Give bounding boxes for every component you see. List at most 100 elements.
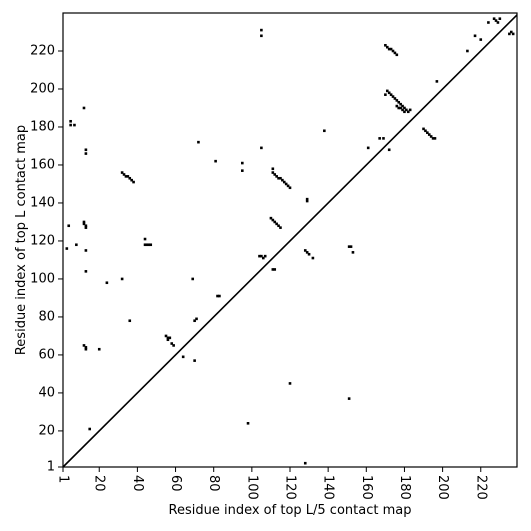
contact-point <box>311 256 315 260</box>
contact-point <box>284 182 288 186</box>
contact-point <box>509 30 513 34</box>
contact-point <box>84 270 88 273</box>
contact-point <box>385 89 389 93</box>
y-tick-label: 140 <box>30 195 55 210</box>
contact-point <box>246 422 250 425</box>
contact-point <box>378 137 381 140</box>
contact-point <box>75 243 78 247</box>
contact-point <box>261 256 265 260</box>
contact-point <box>271 218 275 222</box>
y-tick-label: 80 <box>38 309 55 324</box>
contact-point <box>260 146 263 150</box>
contact-point <box>216 294 219 298</box>
y-tick-label: 120 <box>30 233 55 248</box>
contact-point <box>429 135 433 138</box>
contact-point <box>473 34 477 38</box>
contact-point <box>431 137 435 140</box>
contact-point <box>288 186 292 190</box>
contact-point <box>395 104 399 108</box>
contact-point <box>84 347 88 351</box>
contact-point <box>433 137 437 140</box>
contact-point <box>172 344 175 347</box>
contact-point <box>405 108 408 112</box>
contact-point <box>128 319 132 323</box>
x-tick-label: 60 <box>168 475 183 492</box>
contact-point <box>120 171 124 174</box>
x-tick-label: 160 <box>359 475 374 500</box>
contact-point <box>387 91 391 95</box>
contact-point <box>193 319 196 323</box>
contact-point <box>170 342 174 345</box>
x-tick-label: 220 <box>473 475 488 500</box>
contact-point <box>82 344 86 347</box>
contact-point <box>84 226 88 229</box>
contact-point <box>241 161 244 165</box>
contact-point <box>73 123 76 127</box>
contact-point <box>426 131 429 134</box>
contact-point <box>271 268 275 271</box>
contact-point <box>84 152 88 155</box>
contact-point <box>273 173 277 176</box>
contact-point <box>84 249 88 252</box>
contact-point <box>82 220 86 224</box>
contact-point <box>395 53 399 57</box>
contact-point <box>351 251 355 254</box>
contact-point <box>391 95 395 98</box>
contact-point <box>122 173 126 176</box>
contact-point <box>387 47 391 51</box>
contact-point <box>260 254 263 258</box>
x-axis-label: Residue index of top L/5 contact map <box>169 503 412 518</box>
contact-point <box>347 245 351 248</box>
contact-point <box>397 100 401 104</box>
contact-point <box>145 243 149 247</box>
contact-point <box>395 99 399 102</box>
contact-point <box>494 19 498 22</box>
contact-point <box>124 175 128 178</box>
contact-point <box>382 137 385 140</box>
contact-point <box>147 243 151 247</box>
contact-point <box>403 110 406 114</box>
contact-point <box>218 294 221 298</box>
contact-point <box>282 180 286 184</box>
y-tick-label: 20 <box>38 423 55 438</box>
x-tick-label: 120 <box>283 475 298 500</box>
contact-point <box>271 171 275 174</box>
contact-point <box>258 254 261 258</box>
contact-point <box>366 146 370 150</box>
contact-point <box>128 176 132 180</box>
contact-point <box>166 336 170 340</box>
contact-point <box>401 104 404 108</box>
contact-point <box>275 222 278 226</box>
contact-point <box>84 224 88 228</box>
contact-point <box>496 21 500 24</box>
contact-point <box>303 249 307 252</box>
contact-point <box>195 317 198 321</box>
contact-point <box>305 251 309 254</box>
x-tick-label: 140 <box>321 475 336 500</box>
contact-point <box>279 226 282 229</box>
y-tick-label: 100 <box>30 271 55 286</box>
contact-point <box>164 334 168 338</box>
y-tick-label: 180 <box>30 119 55 134</box>
contact-point <box>391 49 395 53</box>
contact-point <box>241 169 244 172</box>
contact-point <box>269 216 273 220</box>
contact-point <box>65 247 69 250</box>
contact-point <box>305 197 309 201</box>
x-tick-label: 200 <box>435 475 450 500</box>
contact-point <box>307 252 311 256</box>
contact-point <box>406 110 410 114</box>
y-tick-label: 220 <box>30 43 55 58</box>
contact-point <box>385 45 389 49</box>
y-axis-label: Residue index of top L contact map <box>14 125 29 355</box>
contact-point <box>427 133 431 136</box>
contact-point <box>288 382 292 385</box>
contact-point <box>120 277 124 281</box>
contact-point <box>197 140 200 144</box>
contact-point <box>279 176 282 180</box>
contact-point <box>389 93 393 96</box>
y-tick-label: 200 <box>30 81 55 96</box>
contact-point <box>271 167 275 171</box>
contact-point <box>323 129 326 133</box>
